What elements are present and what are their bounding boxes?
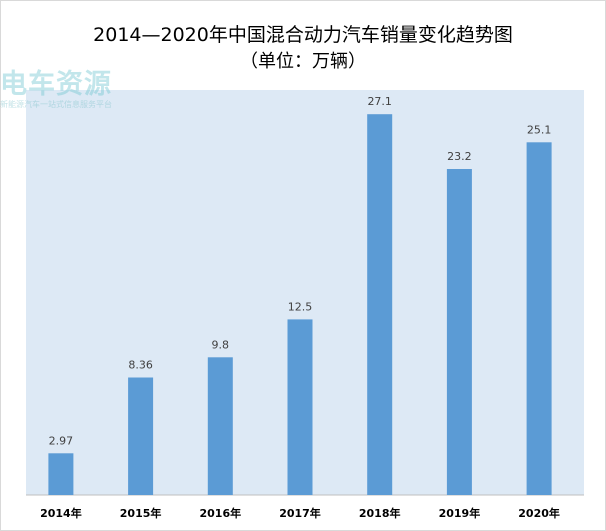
bar-2020年 xyxy=(526,142,552,496)
chart-title: 2014—2020年中国混合动力汽车销量变化趋势图 xyxy=(93,24,513,46)
watermark-logo: 电车资源 新能源汽车一站式信息服务平台 xyxy=(0,62,150,110)
bar-2019年 xyxy=(446,169,472,495)
data-label-2017年: 12.5 xyxy=(288,300,313,313)
data-label-2019年: 23.2 xyxy=(447,150,472,163)
x-tick-label-2015年: 2015年 xyxy=(120,506,162,520)
data-label-2020年: 25.1 xyxy=(527,123,552,136)
bar-2016年 xyxy=(207,357,233,495)
data-label-2014年: 2.97 xyxy=(49,434,74,447)
watermark-logo-text: 电车资源 xyxy=(0,69,112,100)
bar-2014年 xyxy=(48,453,74,495)
x-tick-label-2018年: 2018年 xyxy=(359,506,401,520)
x-tick-label-2017年: 2017年 xyxy=(279,506,321,520)
bar-2017年 xyxy=(287,319,313,495)
data-label-2018年: 27.1 xyxy=(367,95,392,108)
x-tick-label-2016年: 2016年 xyxy=(199,506,241,520)
chart-subtitle: （单位：万辆） xyxy=(240,51,366,72)
bar-2015年 xyxy=(128,377,154,495)
bar-2018年 xyxy=(367,114,393,495)
data-label-2016年: 9.8 xyxy=(212,338,230,351)
watermark-tagline: 新能源汽车一站式信息服务平台 xyxy=(0,100,112,109)
x-tick-label-2014年: 2014年 xyxy=(40,506,82,520)
x-tick-label-2019年: 2019年 xyxy=(439,506,481,520)
data-labels-group: 2.97 8.36 9.8 12.5 27.1 23.2 25.1 xyxy=(49,95,552,447)
category-labels-group: 2014年 2015年 2016年 2017年 2018年 2019年 2020年 xyxy=(40,506,560,520)
bars-group xyxy=(48,114,552,496)
x-tick-label-2020年: 2020年 xyxy=(518,506,560,520)
data-label-2015年: 8.36 xyxy=(128,359,153,372)
